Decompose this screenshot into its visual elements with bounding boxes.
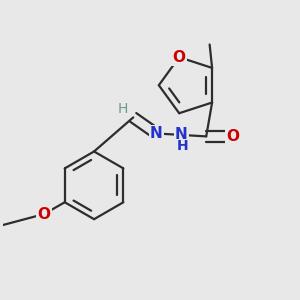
Text: O: O bbox=[226, 129, 239, 144]
Text: N: N bbox=[150, 126, 163, 141]
Text: H: H bbox=[177, 139, 188, 153]
Text: H: H bbox=[118, 102, 128, 116]
Text: O: O bbox=[173, 50, 186, 65]
Text: N: N bbox=[175, 128, 188, 142]
Text: O: O bbox=[38, 206, 51, 221]
